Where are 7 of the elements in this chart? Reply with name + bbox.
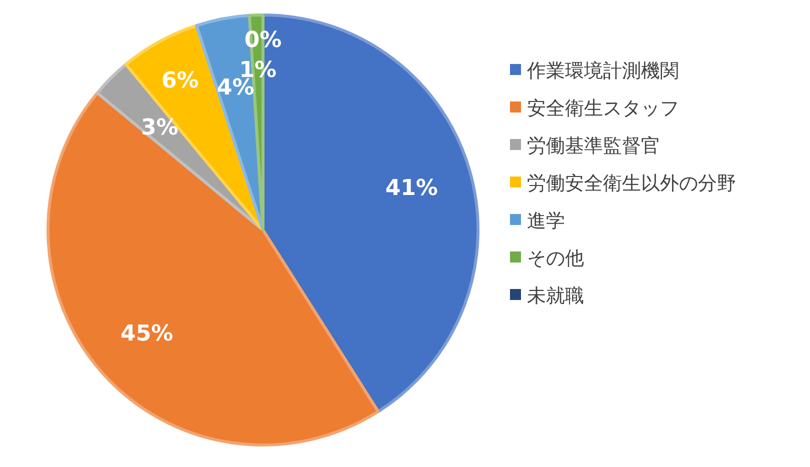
legend-label: 労働安全衛生以外の分野 [527, 172, 736, 194]
legend-label: 進学 [527, 210, 565, 232]
legend-label: その他 [527, 248, 584, 270]
legend-label: 作業環境計測機関 [526, 60, 679, 82]
legend-label: 未就職 [527, 285, 584, 307]
legend-label: 労働基準監督官 [527, 135, 660, 157]
legend-label: 安全衛生スタッフ [527, 98, 679, 120]
